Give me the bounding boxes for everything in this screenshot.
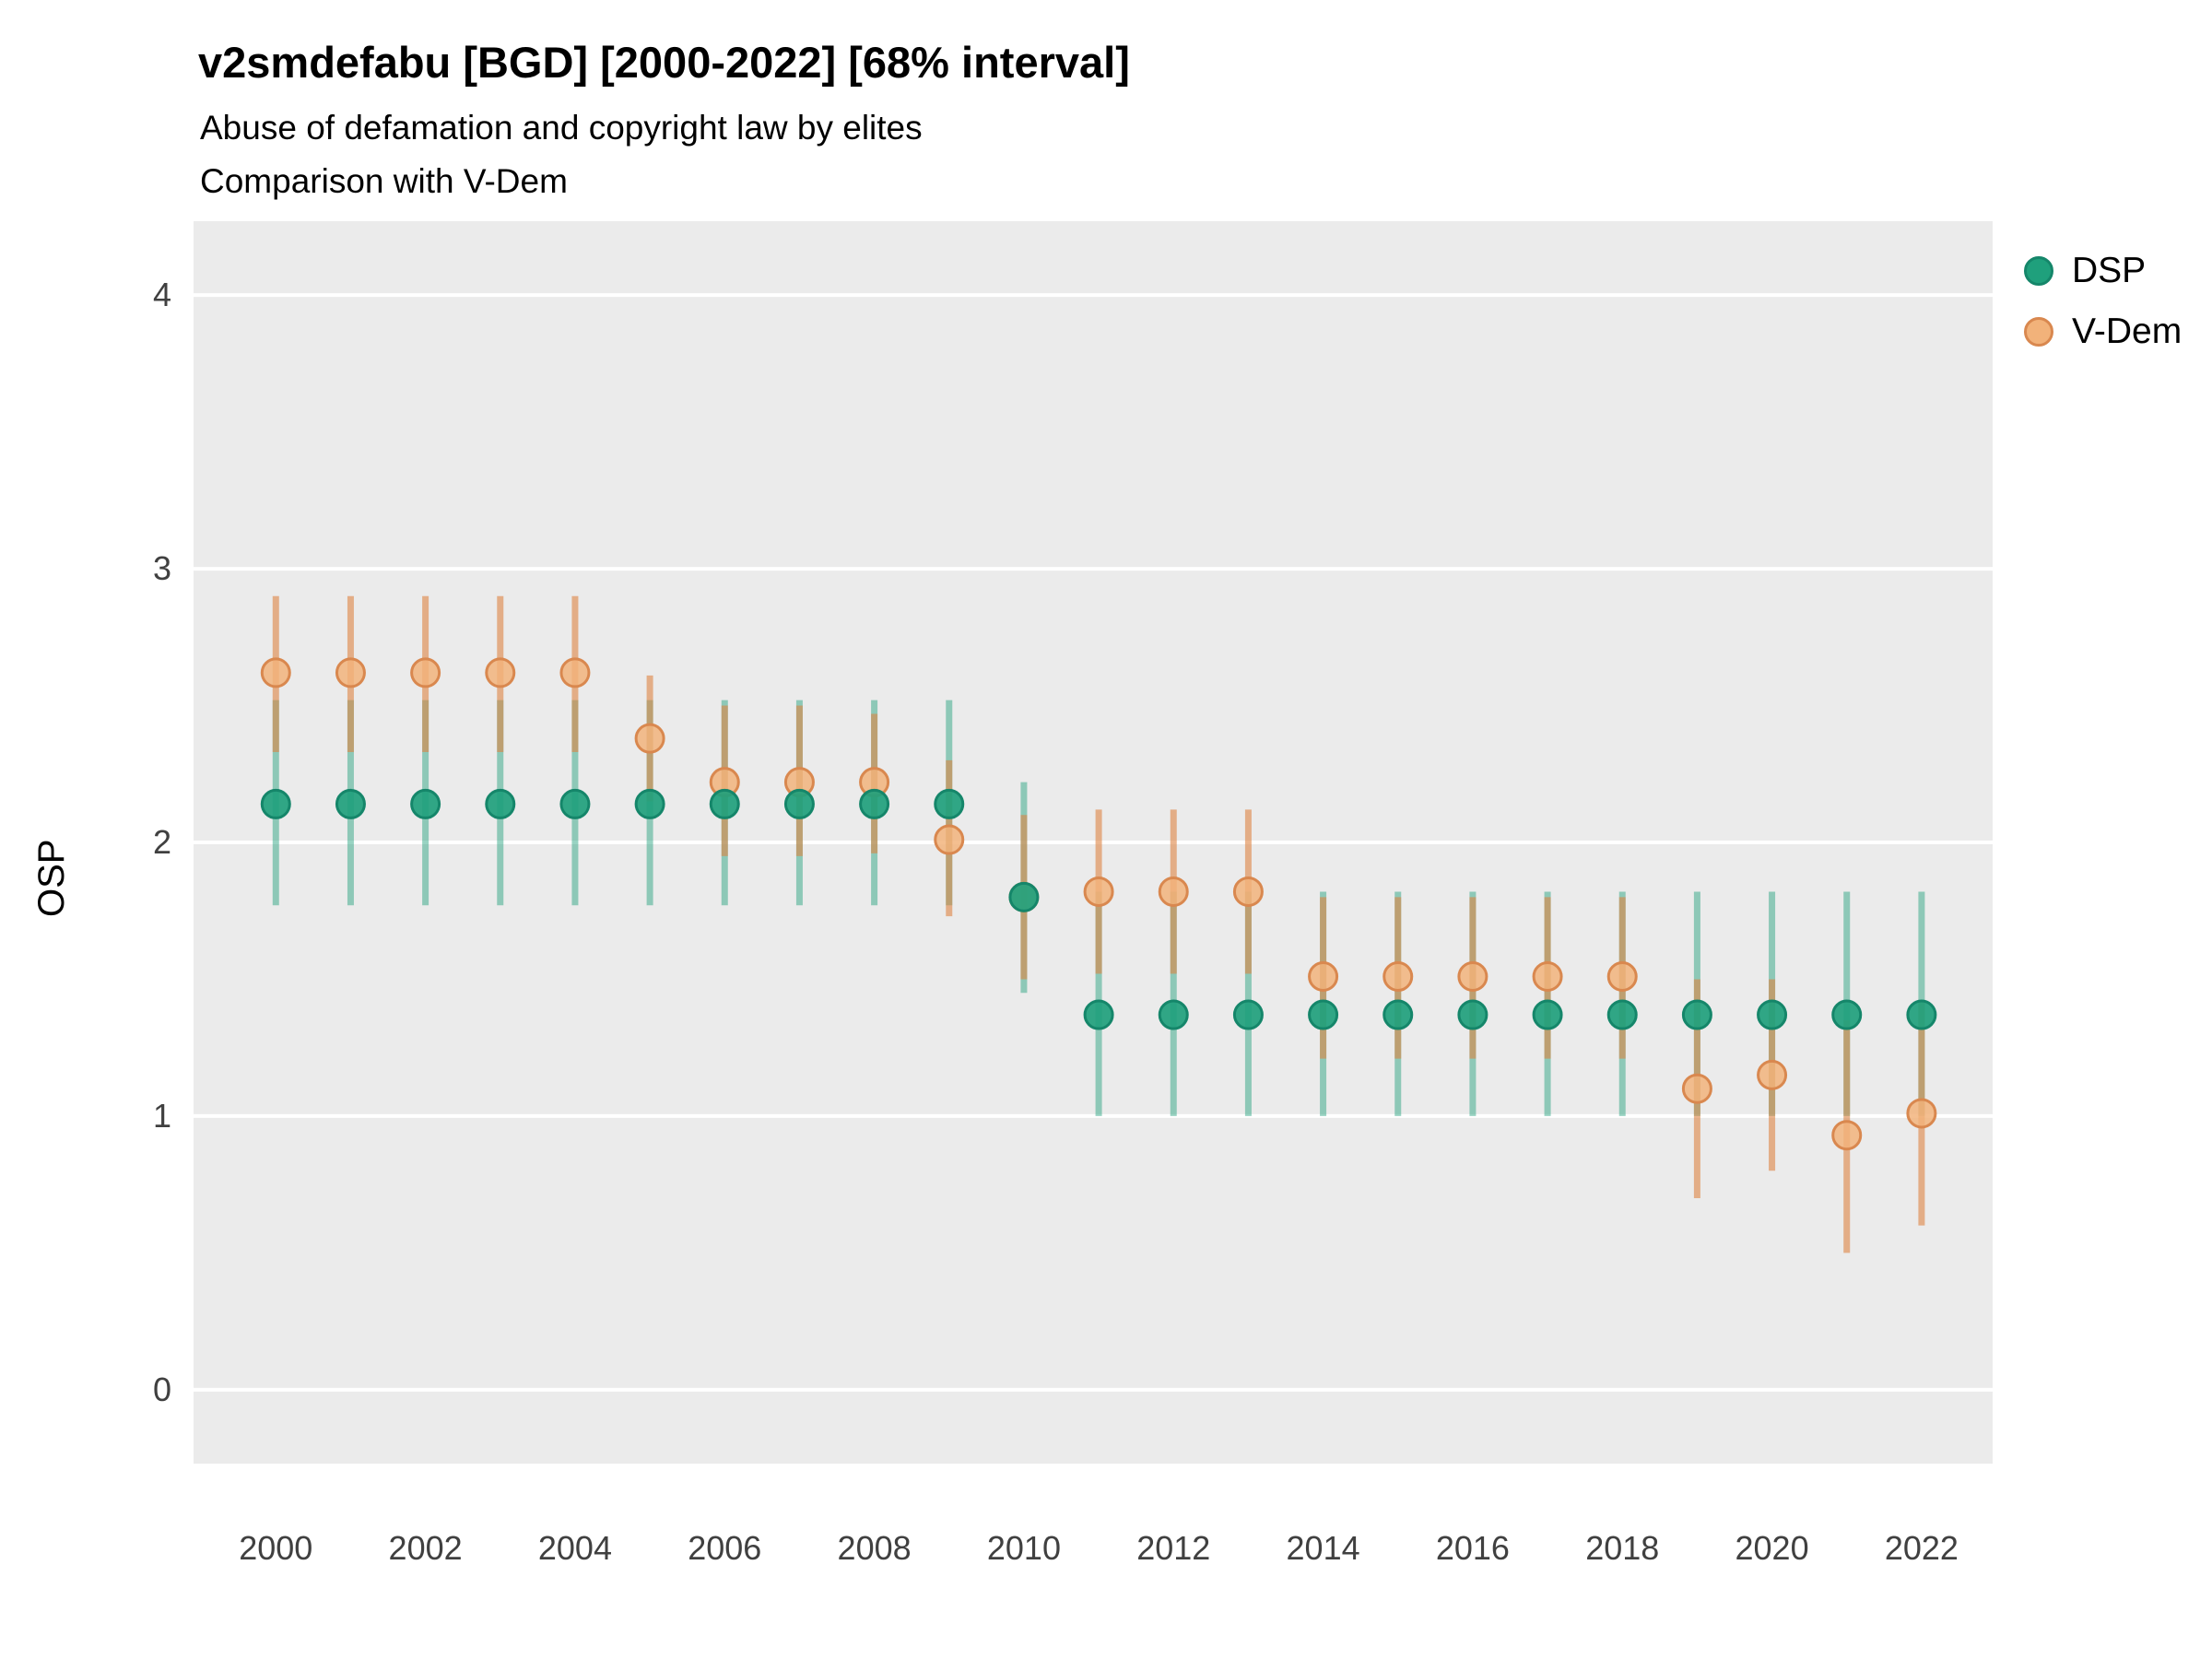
svg-text:2016: 2016 xyxy=(1436,1529,1510,1567)
svg-text:2004: 2004 xyxy=(538,1529,612,1567)
svg-text:4: 4 xyxy=(153,276,171,313)
svg-text:2010: 2010 xyxy=(987,1529,1061,1567)
chart-title: v2smdefabu [BGD] [2000-2022] [68% interv… xyxy=(198,38,1130,87)
svg-text:2020: 2020 xyxy=(1735,1529,1809,1567)
legend-item-vdem: V-Dem xyxy=(2024,312,2182,352)
legend: DSP V-Dem xyxy=(2024,251,2182,352)
dsp-legend-marker xyxy=(2024,256,2053,286)
svg-text:3: 3 xyxy=(153,549,171,587)
svg-text:1: 1 xyxy=(153,1097,171,1135)
svg-text:2002: 2002 xyxy=(389,1529,463,1567)
chart-comparison-subtitle: Comparison with V-Dem xyxy=(200,162,568,200)
svg-text:2022: 2022 xyxy=(1885,1529,1959,1567)
svg-text:2: 2 xyxy=(153,823,171,861)
svg-text:2012: 2012 xyxy=(1136,1529,1210,1567)
svg-text:2008: 2008 xyxy=(838,1529,912,1567)
svg-text:2006: 2006 xyxy=(688,1529,761,1567)
vdem-legend-label: V-Dem xyxy=(2072,312,2183,351)
vdem-legend-marker xyxy=(2024,317,2053,347)
svg-text:2014: 2014 xyxy=(1287,1529,1360,1567)
svg-text:0: 0 xyxy=(153,1371,171,1408)
legend-item-dsp: DSP xyxy=(2024,251,2182,291)
svg-text:2000: 2000 xyxy=(239,1529,312,1567)
svg-text:2018: 2018 xyxy=(1585,1529,1659,1567)
chart-subtitle: Abuse of defamation and copyright law by… xyxy=(200,109,923,147)
dsp-legend-label: DSP xyxy=(2072,251,2147,290)
y-axis-label: OSP xyxy=(31,839,72,917)
